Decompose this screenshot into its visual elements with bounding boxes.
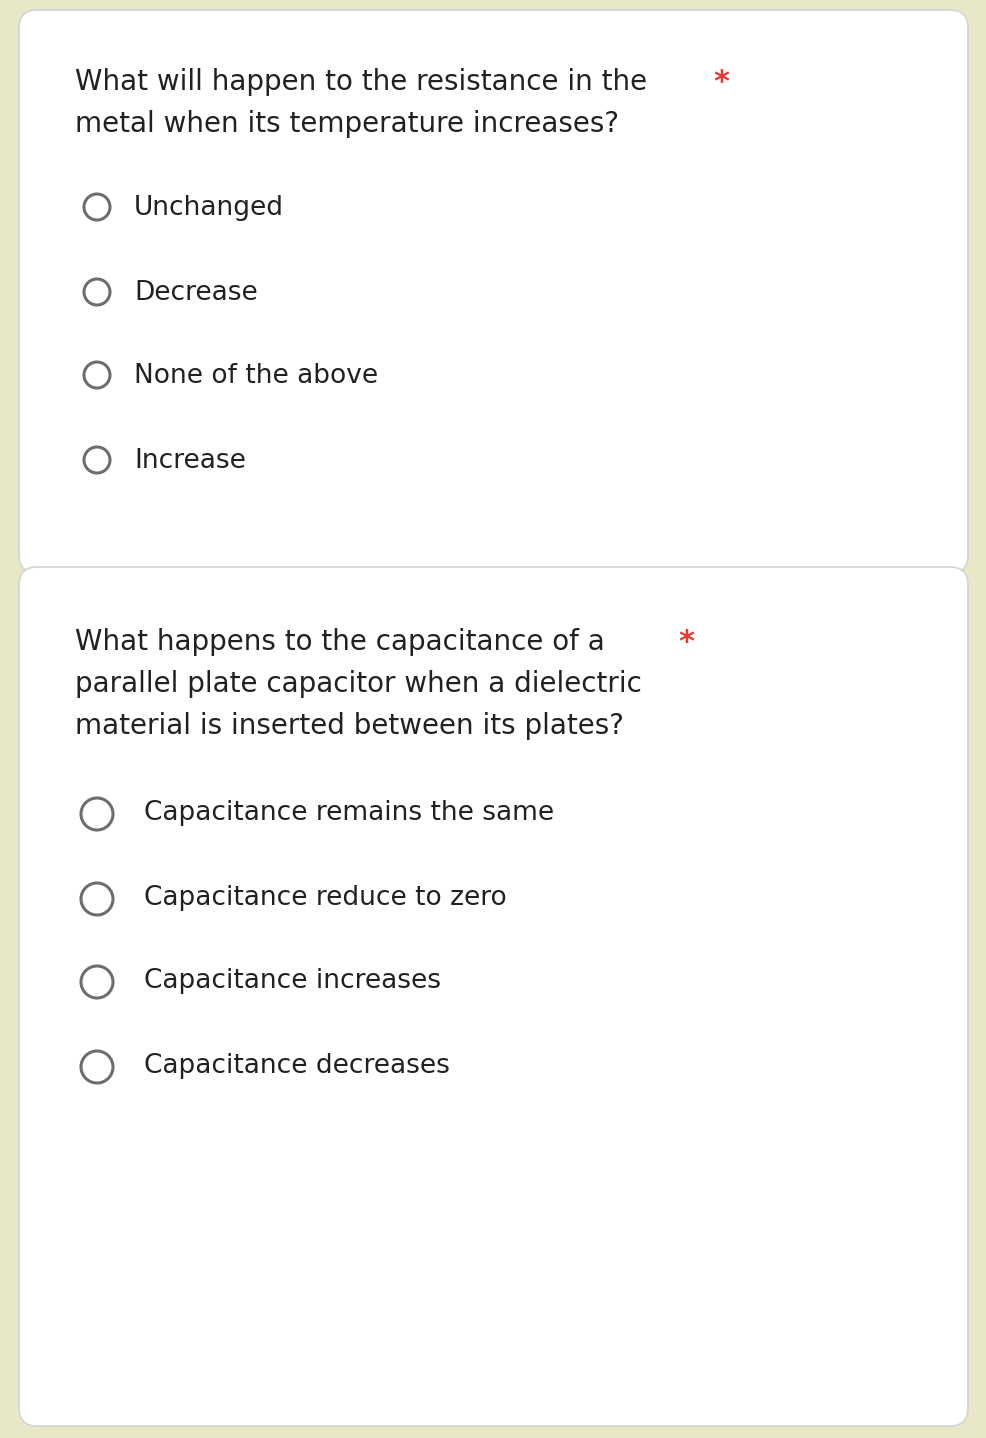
Text: parallel plate capacitor when a dielectric: parallel plate capacitor when a dielectr… [75,670,641,697]
Text: *: * [677,628,693,657]
Text: Decrease: Decrease [134,280,257,306]
Text: Capacitance remains the same: Capacitance remains the same [144,800,553,825]
Text: Capacitance decreases: Capacitance decreases [144,1053,450,1078]
Circle shape [84,362,109,388]
Text: What happens to the capacitance of a: What happens to the capacitance of a [75,628,604,656]
FancyBboxPatch shape [19,10,967,572]
Text: What will happen to the resistance in the: What will happen to the resistance in th… [75,68,647,96]
Circle shape [81,966,112,998]
Text: Increase: Increase [134,449,246,475]
Text: *: * [712,68,729,96]
Circle shape [84,194,109,220]
Circle shape [84,279,109,305]
Text: Capacitance increases: Capacitance increases [144,968,441,994]
FancyBboxPatch shape [19,567,967,1426]
Circle shape [84,447,109,473]
Text: Capacitance reduce to zero: Capacitance reduce to zero [144,884,506,912]
Text: None of the above: None of the above [134,362,378,390]
Circle shape [81,1051,112,1083]
Circle shape [81,798,112,830]
Circle shape [81,883,112,915]
Text: Unchanged: Unchanged [134,196,284,221]
Text: material is inserted between its plates?: material is inserted between its plates? [75,712,623,741]
Text: metal when its temperature increases?: metal when its temperature increases? [75,109,618,138]
